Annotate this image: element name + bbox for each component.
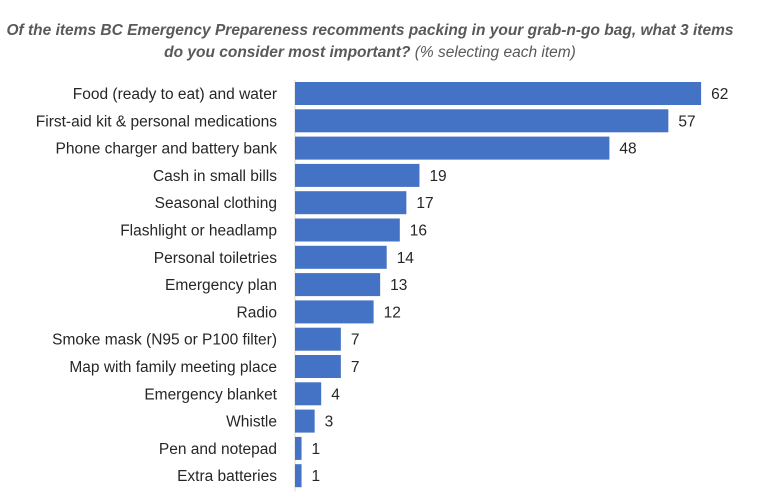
chart-title: Of the items BC Emergency Prepareness re…	[0, 20, 740, 64]
category-label-13: Pen and notepad	[159, 441, 277, 458]
data-label-9: 7	[351, 332, 360, 349]
data-label-6: 14	[397, 250, 415, 267]
bar-7	[295, 273, 381, 297]
data-label-5: 16	[410, 223, 427, 240]
category-label-2: Phone charger and battery bank	[56, 141, 278, 158]
bar-14	[295, 464, 302, 488]
bar-11	[295, 382, 322, 406]
data-label-11: 4	[331, 386, 340, 403]
data-label-8: 12	[384, 304, 401, 321]
category-label-1: First-aid kit & personal medications	[36, 113, 277, 130]
category-label-7: Emergency plan	[165, 277, 277, 294]
bar-4	[295, 191, 407, 215]
bar-12	[295, 409, 315, 433]
chart-title-main: Of the items BC Emergency Prepareness re…	[6, 22, 734, 61]
bar-6	[295, 245, 387, 269]
category-label-12: Whistle	[226, 414, 277, 431]
data-label-13: 1	[312, 441, 321, 458]
data-label-12: 3	[325, 414, 334, 431]
data-label-0: 62	[711, 86, 728, 103]
data-label-2: 48	[619, 141, 636, 158]
bar-8	[295, 300, 374, 324]
data-label-1: 57	[678, 113, 695, 130]
bar-10	[295, 355, 341, 378]
category-label-6: Personal toiletries	[154, 250, 277, 267]
category-label-9: Smoke mask (N95 or P100 filter)	[52, 332, 277, 349]
bar-2	[295, 136, 610, 160]
bar-13	[295, 436, 302, 460]
bar-5	[295, 218, 400, 242]
category-label-3: Cash in small bills	[153, 168, 277, 185]
category-label-5: Flashlight or headlamp	[120, 223, 277, 240]
data-label-4: 17	[416, 195, 433, 212]
category-label-4: Seasonal clothing	[155, 195, 277, 212]
bar-1	[295, 109, 669, 133]
category-label-14: Extra batteries	[177, 468, 277, 485]
category-label-8: Radio	[237, 304, 278, 321]
data-label-7: 13	[390, 277, 407, 294]
data-label-3: 19	[429, 168, 446, 185]
category-label-10: Map with family meeting place	[69, 359, 277, 376]
category-label-11: Emergency blanket	[144, 386, 277, 403]
data-label-14: 1	[312, 468, 321, 485]
bar-9	[295, 327, 341, 351]
bar-0	[295, 82, 702, 105]
chart-subtitle: (% selecting each item)	[414, 44, 576, 61]
data-label-10: 7	[351, 359, 360, 376]
category-label-0: Food (ready to eat) and water	[73, 86, 277, 103]
bar-3	[295, 163, 420, 187]
